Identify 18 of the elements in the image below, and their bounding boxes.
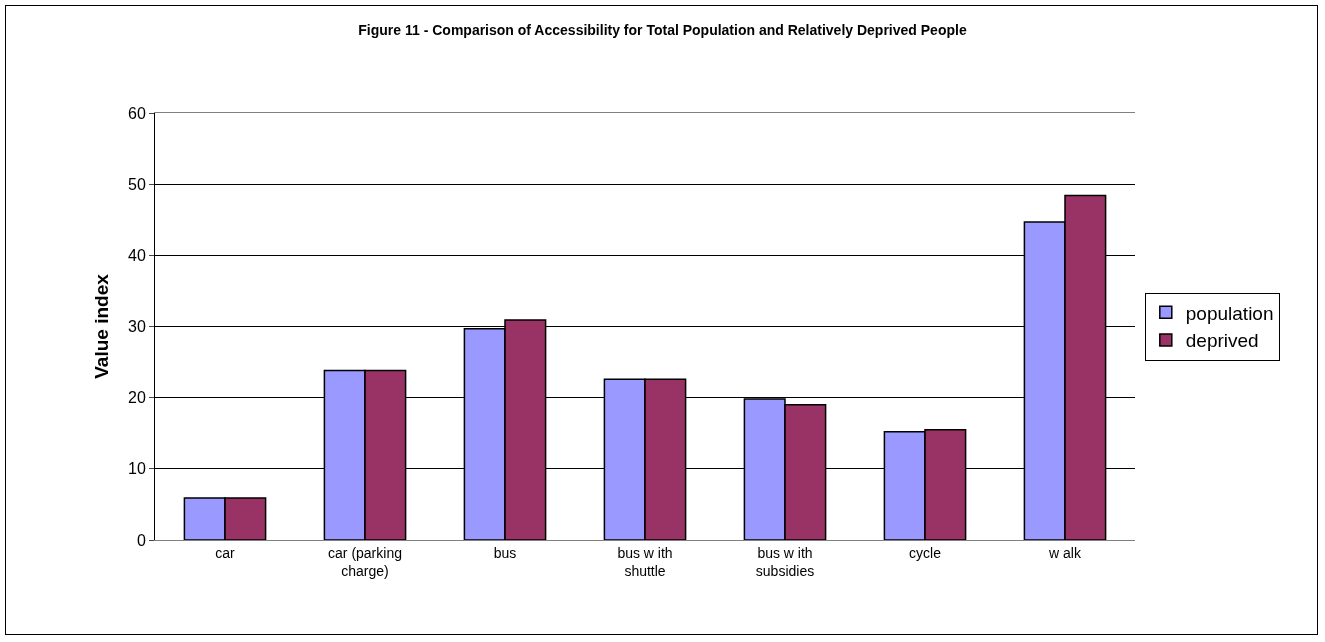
x-tick-label: bus w ith subsidies <box>755 544 815 579</box>
y-tick-label: 10 <box>128 460 146 478</box>
x-tick-label: w alk <box>1048 544 1082 561</box>
y-tick-label: 20 <box>128 389 146 407</box>
x-tick-label: bus <box>493 544 517 561</box>
y-tick-label: 50 <box>128 175 146 193</box>
chart-title: Figure 11 - Comparison of Accessibility for Total Population and Relatively Deprived People <box>358 22 967 39</box>
y-tick-label: 60 <box>128 104 146 122</box>
legend-label: deprived <box>1185 330 1259 352</box>
legend-label: population <box>1185 302 1274 324</box>
x-tick-label: car <box>215 544 236 561</box>
x-tick-label: cycle <box>909 544 942 561</box>
y-tick-label: 40 <box>128 246 146 264</box>
y-tick-label: 30 <box>128 318 146 336</box>
y-axis-title: Value index <box>90 273 112 379</box>
x-tick-label: bus w ith shuttle <box>617 544 673 579</box>
y-tick-label: 0 <box>136 531 146 549</box>
x-tick-label: car (parking charge) <box>328 544 402 579</box>
